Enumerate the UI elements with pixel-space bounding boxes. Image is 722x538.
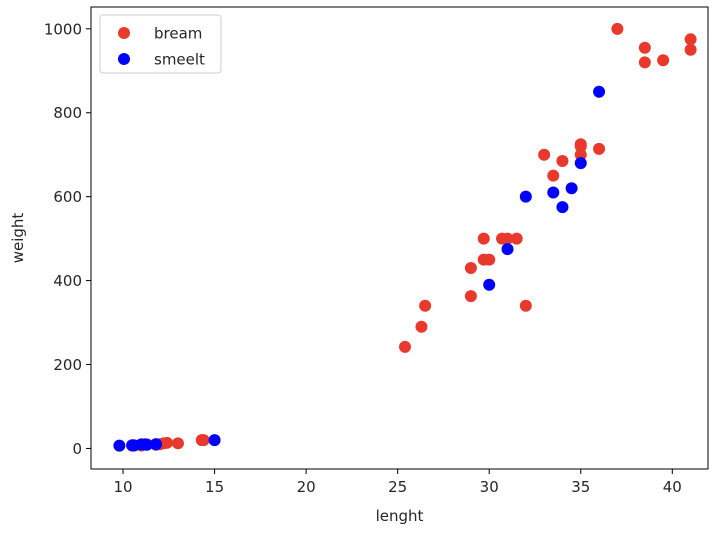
data-point-smeelt (574, 157, 587, 170)
data-point-smeelt (593, 85, 606, 98)
y-ticks: 0 200 400 600 800 1000 (44, 20, 91, 458)
points-layer (113, 22, 697, 452)
data-point-bream (464, 262, 477, 275)
data-point-bream (510, 232, 523, 245)
data-point-bream (483, 253, 496, 266)
data-point-smeelt (208, 434, 221, 447)
data-point-smeelt (565, 182, 578, 195)
data-point-bream (415, 320, 428, 333)
y-axis-label: weight (9, 213, 27, 264)
x-tick-label: 35 (571, 478, 590, 496)
data-point-bream (501, 232, 514, 245)
data-point-bream (684, 43, 697, 56)
y-tick-label: 400 (53, 272, 82, 290)
data-point-bream (398, 340, 411, 353)
x-tick-label: 20 (297, 478, 316, 496)
legend-label-smeelt: smeelt (154, 51, 205, 69)
x-tick-label: 15 (205, 478, 224, 496)
legend-label-bream: bream (154, 25, 202, 43)
y-tick-label: 0 (72, 440, 82, 458)
data-point-bream (197, 434, 210, 447)
data-point-bream (464, 290, 477, 303)
y-tick-label: 600 (53, 188, 82, 206)
legend: bream smeelt (99, 14, 222, 74)
x-axis-label: lenght (376, 507, 424, 525)
data-point-bream (547, 169, 560, 182)
plot-frame (90, 6, 709, 470)
x-tick-label: 30 (480, 478, 499, 496)
y-tick-label: 1000 (44, 20, 82, 38)
legend-marker-smeelt (118, 53, 130, 65)
data-point-smeelt (556, 201, 569, 214)
data-point-bream (477, 232, 490, 245)
data-point-smeelt (501, 243, 514, 256)
data-point-smeelt (113, 439, 126, 452)
data-point-bream (684, 33, 697, 46)
data-point-bream (638, 41, 651, 54)
x-ticks: 10 15 20 25 30 35 40 (113, 469, 682, 496)
data-point-bream (657, 54, 670, 67)
data-point-bream (638, 56, 651, 69)
data-point-smeelt (547, 186, 560, 199)
data-point-smeelt (140, 438, 153, 451)
x-tick-label: 40 (663, 478, 682, 496)
x-tick-label: 25 (388, 478, 407, 496)
data-point-bream (611, 22, 624, 35)
data-point-bream (419, 299, 432, 312)
x-tick-label: 10 (113, 478, 132, 496)
legend-marker-bream (118, 27, 130, 39)
y-tick-label: 200 (53, 356, 82, 374)
data-point-bream (538, 148, 551, 161)
data-point-bream (519, 299, 532, 312)
data-point-bream (574, 148, 587, 161)
data-point-bream (171, 437, 184, 450)
data-point-bream (574, 140, 587, 153)
data-point-smeelt (483, 278, 496, 291)
data-point-smeelt (149, 438, 162, 451)
data-point-bream (160, 436, 173, 449)
y-tick-label: 800 (53, 104, 82, 122)
data-point-bream (556, 155, 569, 167)
data-point-smeelt (519, 190, 532, 203)
legend-box (99, 14, 222, 74)
data-point-bream (593, 142, 606, 155)
